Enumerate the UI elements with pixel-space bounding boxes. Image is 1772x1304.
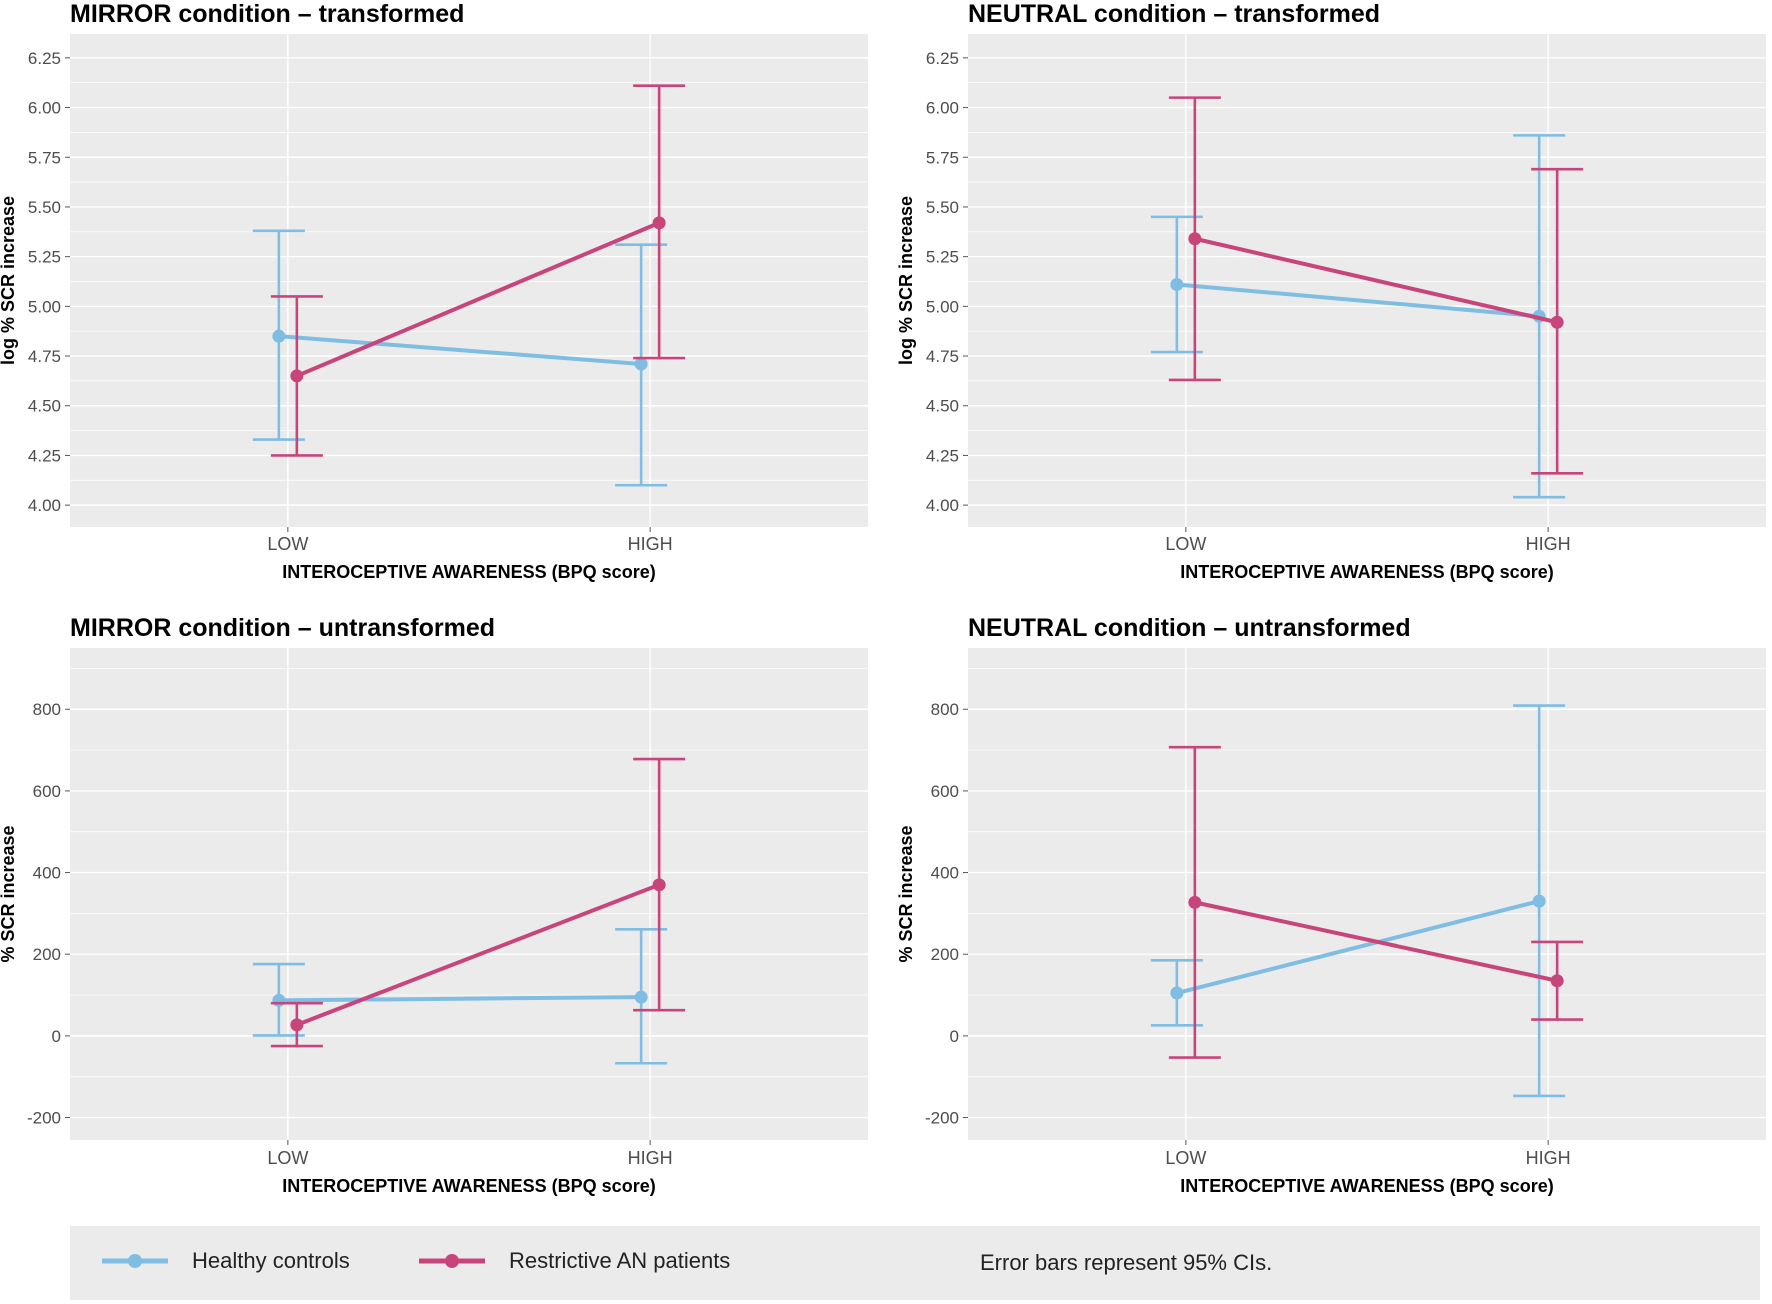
y-tick-label: 6.00 (926, 99, 959, 118)
y-tick-label: 600 (33, 782, 61, 801)
y-tick-label: 4.25 (926, 446, 959, 465)
series-line (1194, 236, 1558, 325)
data-point (1170, 986, 1184, 1000)
y-tick-label: 600 (931, 782, 959, 801)
x-tick-label: HIGH (1526, 1148, 1571, 1168)
data-point (652, 878, 666, 892)
data-point (290, 1018, 304, 1032)
legend-entry-patients: Restrictive AN patients (417, 1248, 730, 1274)
panel-title: MIRROR condition – untransformed (70, 614, 495, 642)
x-axis-title: INTEROCEPTIVE AWARENESS (BPQ score) (282, 562, 655, 582)
x-tick-label: LOW (267, 534, 308, 554)
y-tick-label: -200 (27, 1109, 61, 1128)
y-tick-label: 6.25 (28, 49, 61, 68)
panel-title: NEUTRAL condition – untransformed (968, 614, 1411, 642)
y-tick-label: 5.75 (926, 148, 959, 167)
y-tick-label: 4.50 (926, 397, 959, 416)
y-tick-label: 0 (52, 1027, 61, 1046)
y-tick-label: 400 (931, 864, 959, 883)
series-line (278, 995, 642, 1003)
y-tick-label: 6.00 (28, 99, 61, 118)
x-tick-label: LOW (267, 1148, 308, 1168)
y-tick-label: 200 (931, 945, 959, 964)
panel-background (968, 648, 1766, 1140)
y-tick-label: 4.25 (28, 446, 61, 465)
series-line (296, 882, 660, 1027)
y-tick-label: -200 (925, 1109, 959, 1128)
data-point (290, 369, 304, 383)
legend: Healthy controls Restrictive AN patients… (70, 1226, 1760, 1300)
y-tick-label: 5.50 (926, 198, 959, 217)
y-tick-label: 6.25 (926, 49, 959, 68)
x-tick-label: LOW (1165, 1148, 1206, 1168)
y-tick-label: 5.25 (926, 248, 959, 267)
legend-label-controls: Healthy controls (192, 1248, 350, 1273)
series-line (1176, 282, 1540, 319)
y-tick-label: 400 (33, 864, 61, 883)
y-axis-title: % SCR increase (896, 825, 916, 962)
data-point (1550, 974, 1564, 988)
legend-swatch-patients (419, 1254, 485, 1268)
y-tick-label: 0 (950, 1027, 959, 1046)
data-point (1532, 894, 1546, 908)
data-point (652, 216, 666, 230)
y-tick-label: 5.75 (28, 148, 61, 167)
x-axis-title: INTEROCEPTIVE AWARENESS (BPQ score) (1180, 562, 1553, 582)
y-tick-label: 5.50 (28, 198, 61, 217)
data-point (1550, 315, 1564, 329)
panel-title: MIRROR condition – transformed (70, 0, 464, 28)
y-tick-label: 5.25 (28, 248, 61, 267)
y-tick-label: 5.00 (926, 297, 959, 316)
panel-background (70, 648, 868, 1140)
series-line (1194, 900, 1558, 983)
data-point (272, 993, 286, 1007)
y-tick-label: 800 (931, 700, 959, 719)
series-line (1176, 899, 1540, 995)
y-tick-label: 4.75 (926, 347, 959, 366)
data-point (1188, 232, 1202, 246)
panel-title: NEUTRAL condition – transformed (968, 0, 1380, 28)
series-line (278, 334, 642, 366)
y-tick-label: 4.00 (926, 496, 959, 515)
panel-background (70, 34, 868, 527)
x-tick-label: HIGH (1526, 534, 1571, 554)
data-point (1170, 277, 1184, 291)
legend-swatch-controls (102, 1254, 168, 1268)
panel-background (968, 34, 1766, 527)
legend-note: Error bars represent 95% CIs. (980, 1250, 1273, 1275)
data-point (272, 329, 286, 343)
x-axis-title: INTEROCEPTIVE AWARENESS (BPQ score) (282, 1176, 655, 1196)
y-tick-label: 800 (33, 700, 61, 719)
data-point (1188, 895, 1202, 909)
y-tick-label: 200 (33, 945, 61, 964)
legend-entry-controls: Healthy controls (100, 1248, 350, 1274)
data-point (634, 990, 648, 1004)
data-point (634, 357, 648, 371)
y-axis-title: log % SCR increase (0, 196, 18, 365)
y-tick-label: 4.75 (28, 347, 61, 366)
x-tick-label: HIGH (628, 1148, 673, 1168)
y-axis-title: % SCR increase (0, 825, 18, 962)
series-line (296, 221, 660, 378)
x-axis-title: INTEROCEPTIVE AWARENESS (BPQ score) (1180, 1176, 1553, 1196)
x-tick-label: HIGH (628, 534, 673, 554)
x-tick-label: LOW (1165, 534, 1206, 554)
y-tick-label: 4.00 (28, 496, 61, 515)
y-axis-title: log % SCR increase (896, 196, 916, 365)
y-tick-label: 5.00 (28, 297, 61, 316)
y-tick-label: 4.50 (28, 397, 61, 416)
legend-label-patients: Restrictive AN patients (509, 1248, 731, 1273)
